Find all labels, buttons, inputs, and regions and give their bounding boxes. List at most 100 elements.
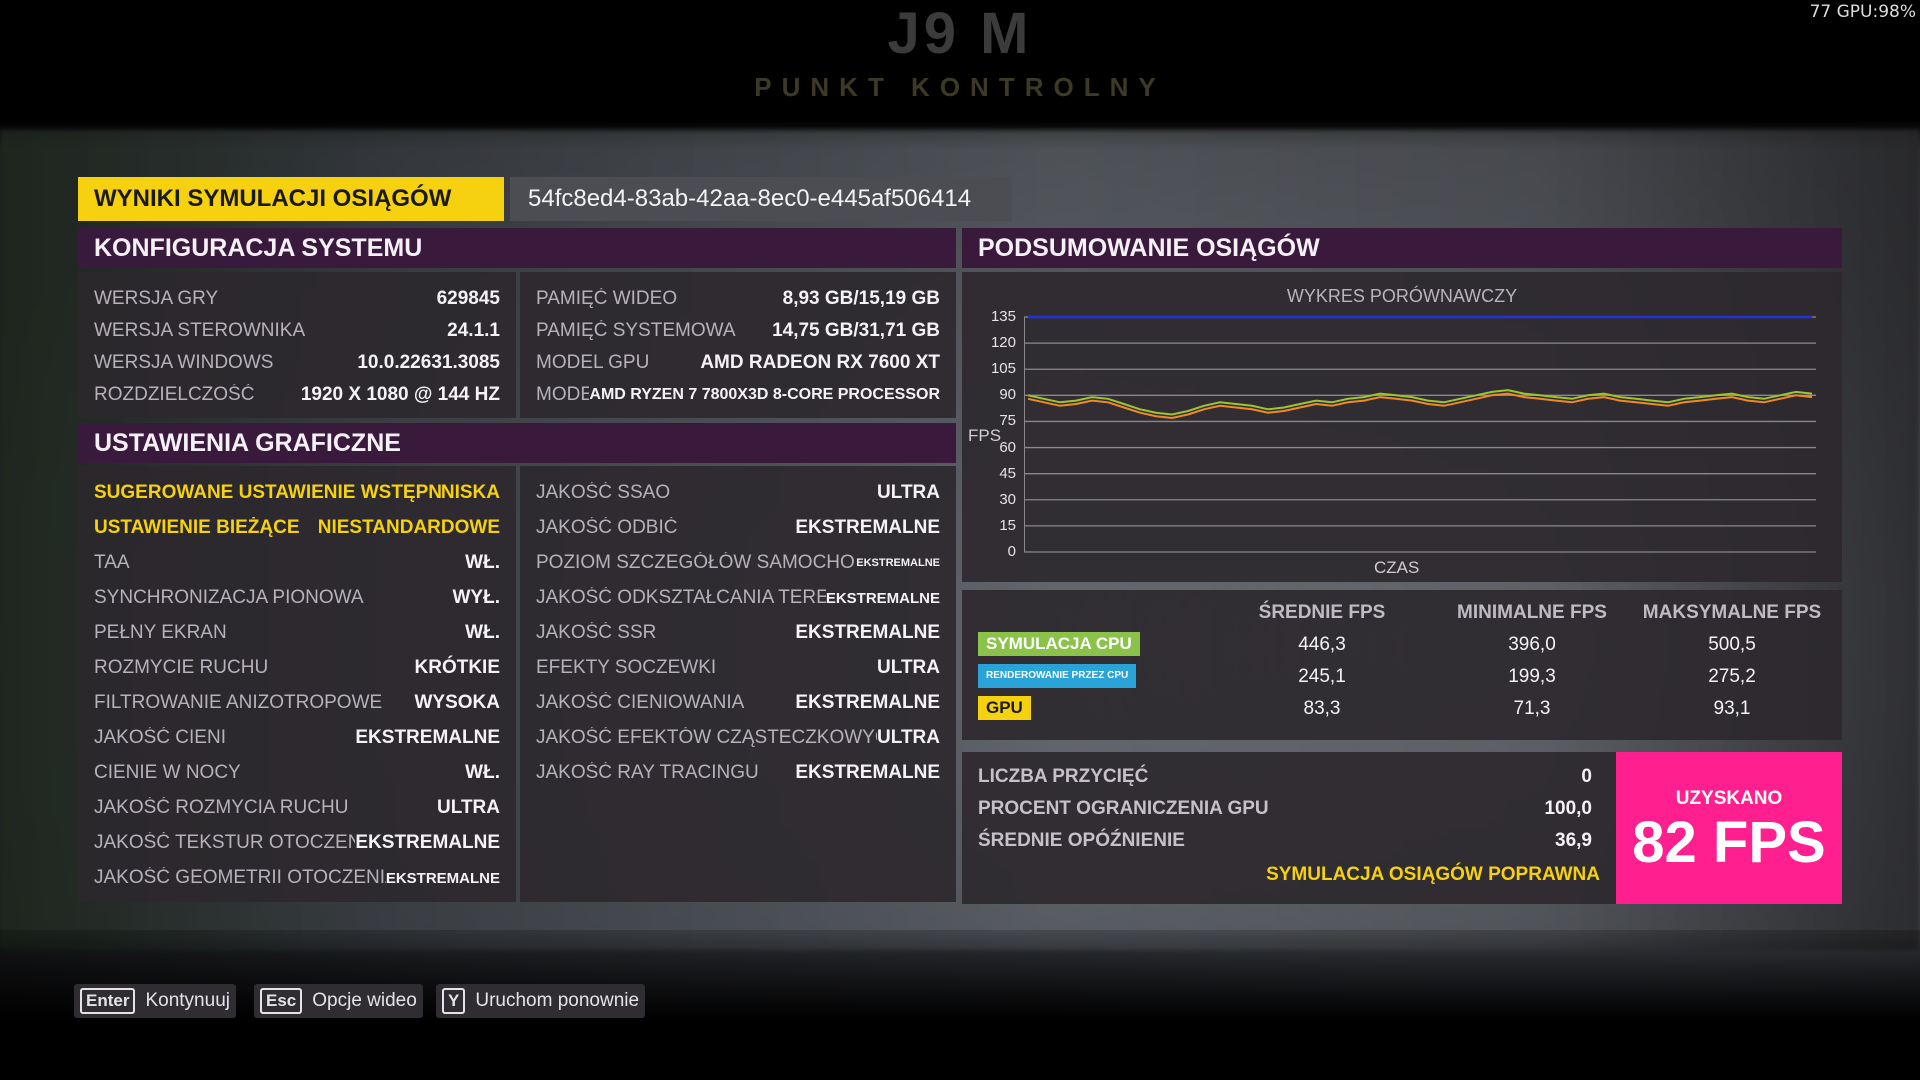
setting-value: AMD Ryzen 7 7800X3D 8-Core Processor: [589, 386, 940, 403]
stat-badge: GPU: [978, 696, 1031, 720]
setting-value: ULTRA: [877, 657, 940, 678]
settings-row: WERSJA STEROWNIKA 24.1.1: [94, 316, 500, 346]
result-row: ŚREDNIE OPÓŹNIENIE 36,9: [978, 826, 1592, 856]
chart-panel: WYKRES PORÓWNAWCZY FPS CZAS 0 15 30 45 60 75 9…: [962, 272, 1842, 582]
video-options-button[interactable]: Esc Opcje wideo: [254, 984, 423, 1018]
graphics-left-panel: SUGEROWANE USTAWIENIE WSTĘPNE NISKA USTAWI…: [78, 466, 516, 902]
result-label: ŚREDNIE OPÓŹNIENIE: [978, 830, 1185, 851]
chart-tick-label: 120: [990, 334, 1016, 352]
setting-value: WYŁ.: [452, 587, 501, 608]
continue-button[interactable]: Enter Kontynuuj: [74, 984, 236, 1018]
gpu-overlay: 77 GPU:98%: [1809, 2, 1916, 22]
continue-label: Kontynuuj: [145, 990, 230, 1011]
setting-label: JAKOŚĆ CIENI: [94, 727, 226, 748]
result-row: LICZBA PRZYCIĘĆ 0: [978, 762, 1592, 792]
settings-row: JAKOŚĆ CIENIOWANIA EKSTREMALNE: [536, 688, 940, 718]
settings-row: JAKOŚĆ ODKSZTAŁCANIA TERENU EKSTREMALNE: [536, 583, 940, 613]
settings-row: MODEL CPUAMD Ryzen 7 7800X3D 8-Core Proc…: [536, 380, 940, 410]
result-value: 0: [1581, 766, 1592, 787]
stat-badge: SYMULACJA CPU: [978, 632, 1140, 656]
setting-value: EKSTREMALNE: [385, 869, 500, 887]
restart-label: Uruchom ponownie: [475, 990, 640, 1011]
setting-label: FILTROWANIE ANIZOTROPOWE: [94, 692, 383, 713]
settings-row: JAKOŚĆ TEKSTUR OTOCZENIA EKSTREMALNE: [94, 828, 500, 858]
chart-tick-label: 60: [999, 438, 1016, 456]
chart-y-label: FPS: [968, 426, 1002, 445]
video-options-label: Opcje wideo: [312, 990, 417, 1011]
settings-row: JAKOŚĆ CIENI EKSTREMALNE: [94, 723, 500, 753]
avg-fps-header: ŚREDNIE FPS: [1258, 602, 1386, 623]
settings-row: JAKOŚĆ RAY TRACINGU EKSTREMALNE: [536, 758, 940, 788]
setting-label: MODEL CPU: [536, 384, 590, 405]
settings-row: ROZDZIELCZOŚĆ 1920 x 1080 @ 144 Hz: [94, 380, 500, 410]
system-left-panel: WERSJA GRY 629845 WERSJA STEROWNIKA 24.1.1 W…: [78, 272, 516, 418]
setting-label: JAKOŚĆ SSAO: [536, 482, 671, 503]
settings-row: JAKOŚĆ EFEKTÓW CZĄSTECZKOWYCH ULTRA: [536, 723, 940, 753]
setting-label: JAKOŚĆ GEOMETRII OTOCZENIA: [94, 867, 386, 888]
settings-row: PEŁNY EKRAN WŁ.: [94, 618, 500, 648]
setting-value: EKSTREMALNE: [795, 517, 940, 538]
stat-avg-value: 83,3: [1303, 698, 1341, 719]
setting-value: 24.1.1: [447, 320, 500, 341]
settings-row: JAKOŚĆ SSR EKSTREMALNE: [536, 618, 940, 648]
max-fps-header: MAKSYMALNE FPS: [1642, 602, 1822, 623]
restart-button[interactable]: Y Uruchom ponownie: [436, 984, 646, 1018]
setting-value: EKSTREMALNE: [355, 727, 500, 748]
setting-label: POZIOM SZCZEGÓŁÓW SAMOCHODÓW: [536, 552, 856, 573]
setting-label: PAMIĘĆ WIDEO: [536, 288, 678, 309]
achieved-fps-box: UZYSKANO 82 FPS: [1616, 752, 1842, 904]
y-key-icon: Y: [442, 988, 466, 1014]
simulation-valid-text: SYMULACJA OSIĄGÓW POPRAWNA: [1266, 864, 1600, 885]
stat-max-value: 93,1: [1713, 698, 1751, 719]
setting-value: ULTRA: [437, 797, 500, 818]
achieved-label: UZYSKANO: [1675, 788, 1783, 809]
settings-row: SUGEROWANE USTAWIENIE WSTĘPNE NISKA: [94, 478, 500, 508]
setting-value: EKSTREMALNE: [795, 622, 940, 643]
setting-value: EKSTREMALNE: [355, 832, 500, 853]
stats-panel: ŚREDNIE FPS MINIMALNE FPS MAKSYMALNE FPS…: [962, 590, 1842, 740]
setting-label: JAKOŚĆ EFEKTÓW CZĄSTECZKOWYCH: [536, 727, 878, 748]
chart-tick-label: 90: [999, 386, 1016, 404]
setting-value: NISKA: [440, 482, 500, 503]
settings-row: JAKOŚĆ ROZMYCIA RUCHU ULTRA: [94, 793, 500, 823]
settings-row: JAKOŚĆ SSAO ULTRA: [536, 478, 940, 508]
graphics-settings-heading: USTAWIENIA GRAFICZNE: [78, 423, 956, 463]
chart-tick-label: 45: [999, 464, 1016, 482]
chart-series-line: [1027, 389, 1813, 416]
result-value: 100,0: [1544, 798, 1592, 819]
setting-value: WŁ.: [465, 762, 500, 783]
setting-label: JAKOŚĆ ROZMYCIA RUCHU: [94, 797, 349, 818]
stat-avg-value: 245,1: [1298, 666, 1346, 687]
result-label: PROCENT OGRANICZENIA GPU: [978, 798, 1269, 819]
setting-label: WERSJA STEROWNIKA: [94, 320, 306, 341]
setting-label: WERSJA GRY: [94, 288, 219, 309]
settings-row: POZIOM SZCZEGÓŁÓW SAMOCHODÓWEKSTREMALNE: [536, 548, 940, 578]
setting-label: WERSJA WINDOWS: [94, 352, 274, 373]
setting-label: MODEL GPU: [536, 352, 650, 373]
setting-label: USTAWIENIE BIEŻĄCE: [94, 517, 300, 538]
settings-row: FILTROWANIE ANIZOTROPOWE WYSOKA: [94, 688, 500, 718]
stat-min-value: 199,3: [1508, 666, 1556, 687]
setting-label: JAKOŚĆ ODBIĆ: [536, 517, 678, 538]
setting-label: PAMIĘĆ SYSTEMOWA: [536, 320, 736, 341]
settings-row: PAMIĘĆ SYSTEMOWA 14,75 GB/31,71 GB: [536, 316, 940, 346]
chart-tick-label: 135: [990, 308, 1016, 325]
stat-badge: RENDEROWANIE PRZEZ CPU: [978, 664, 1137, 688]
setting-value: EKSTREMALNE: [825, 589, 940, 607]
chart-tick-label: 30: [999, 490, 1016, 508]
enter-key-icon: Enter: [80, 988, 136, 1014]
graphics-right-panel: JAKOŚĆ SSAO ULTRA JAKOŚĆ ODBIĆ EKSTREMALNE P…: [520, 466, 956, 902]
setting-value: 8,93 GB/15,19 GB: [782, 288, 940, 309]
setting-label: ROZMYCIE RUCHU: [94, 657, 269, 678]
setting-value: 629845: [436, 288, 500, 309]
setting-label: PEŁNY EKRAN: [94, 622, 227, 643]
setting-label: CIENIE W NOCY: [94, 762, 241, 783]
settings-row: TAA WŁ.: [94, 548, 500, 578]
chart-tick-label: 75: [999, 412, 1016, 430]
chart-title: WYKRES PORÓWNAWCZY: [1286, 286, 1518, 306]
esc-key-icon: Esc: [260, 988, 303, 1014]
stat-min-value: 396,0: [1508, 634, 1556, 655]
result-label: LICZBA PRZYCIĘĆ: [978, 766, 1149, 787]
stat-max-value: 500,5: [1708, 634, 1756, 655]
setting-label: JAKOŚĆ TEKSTUR OTOCZENIA: [94, 832, 356, 853]
